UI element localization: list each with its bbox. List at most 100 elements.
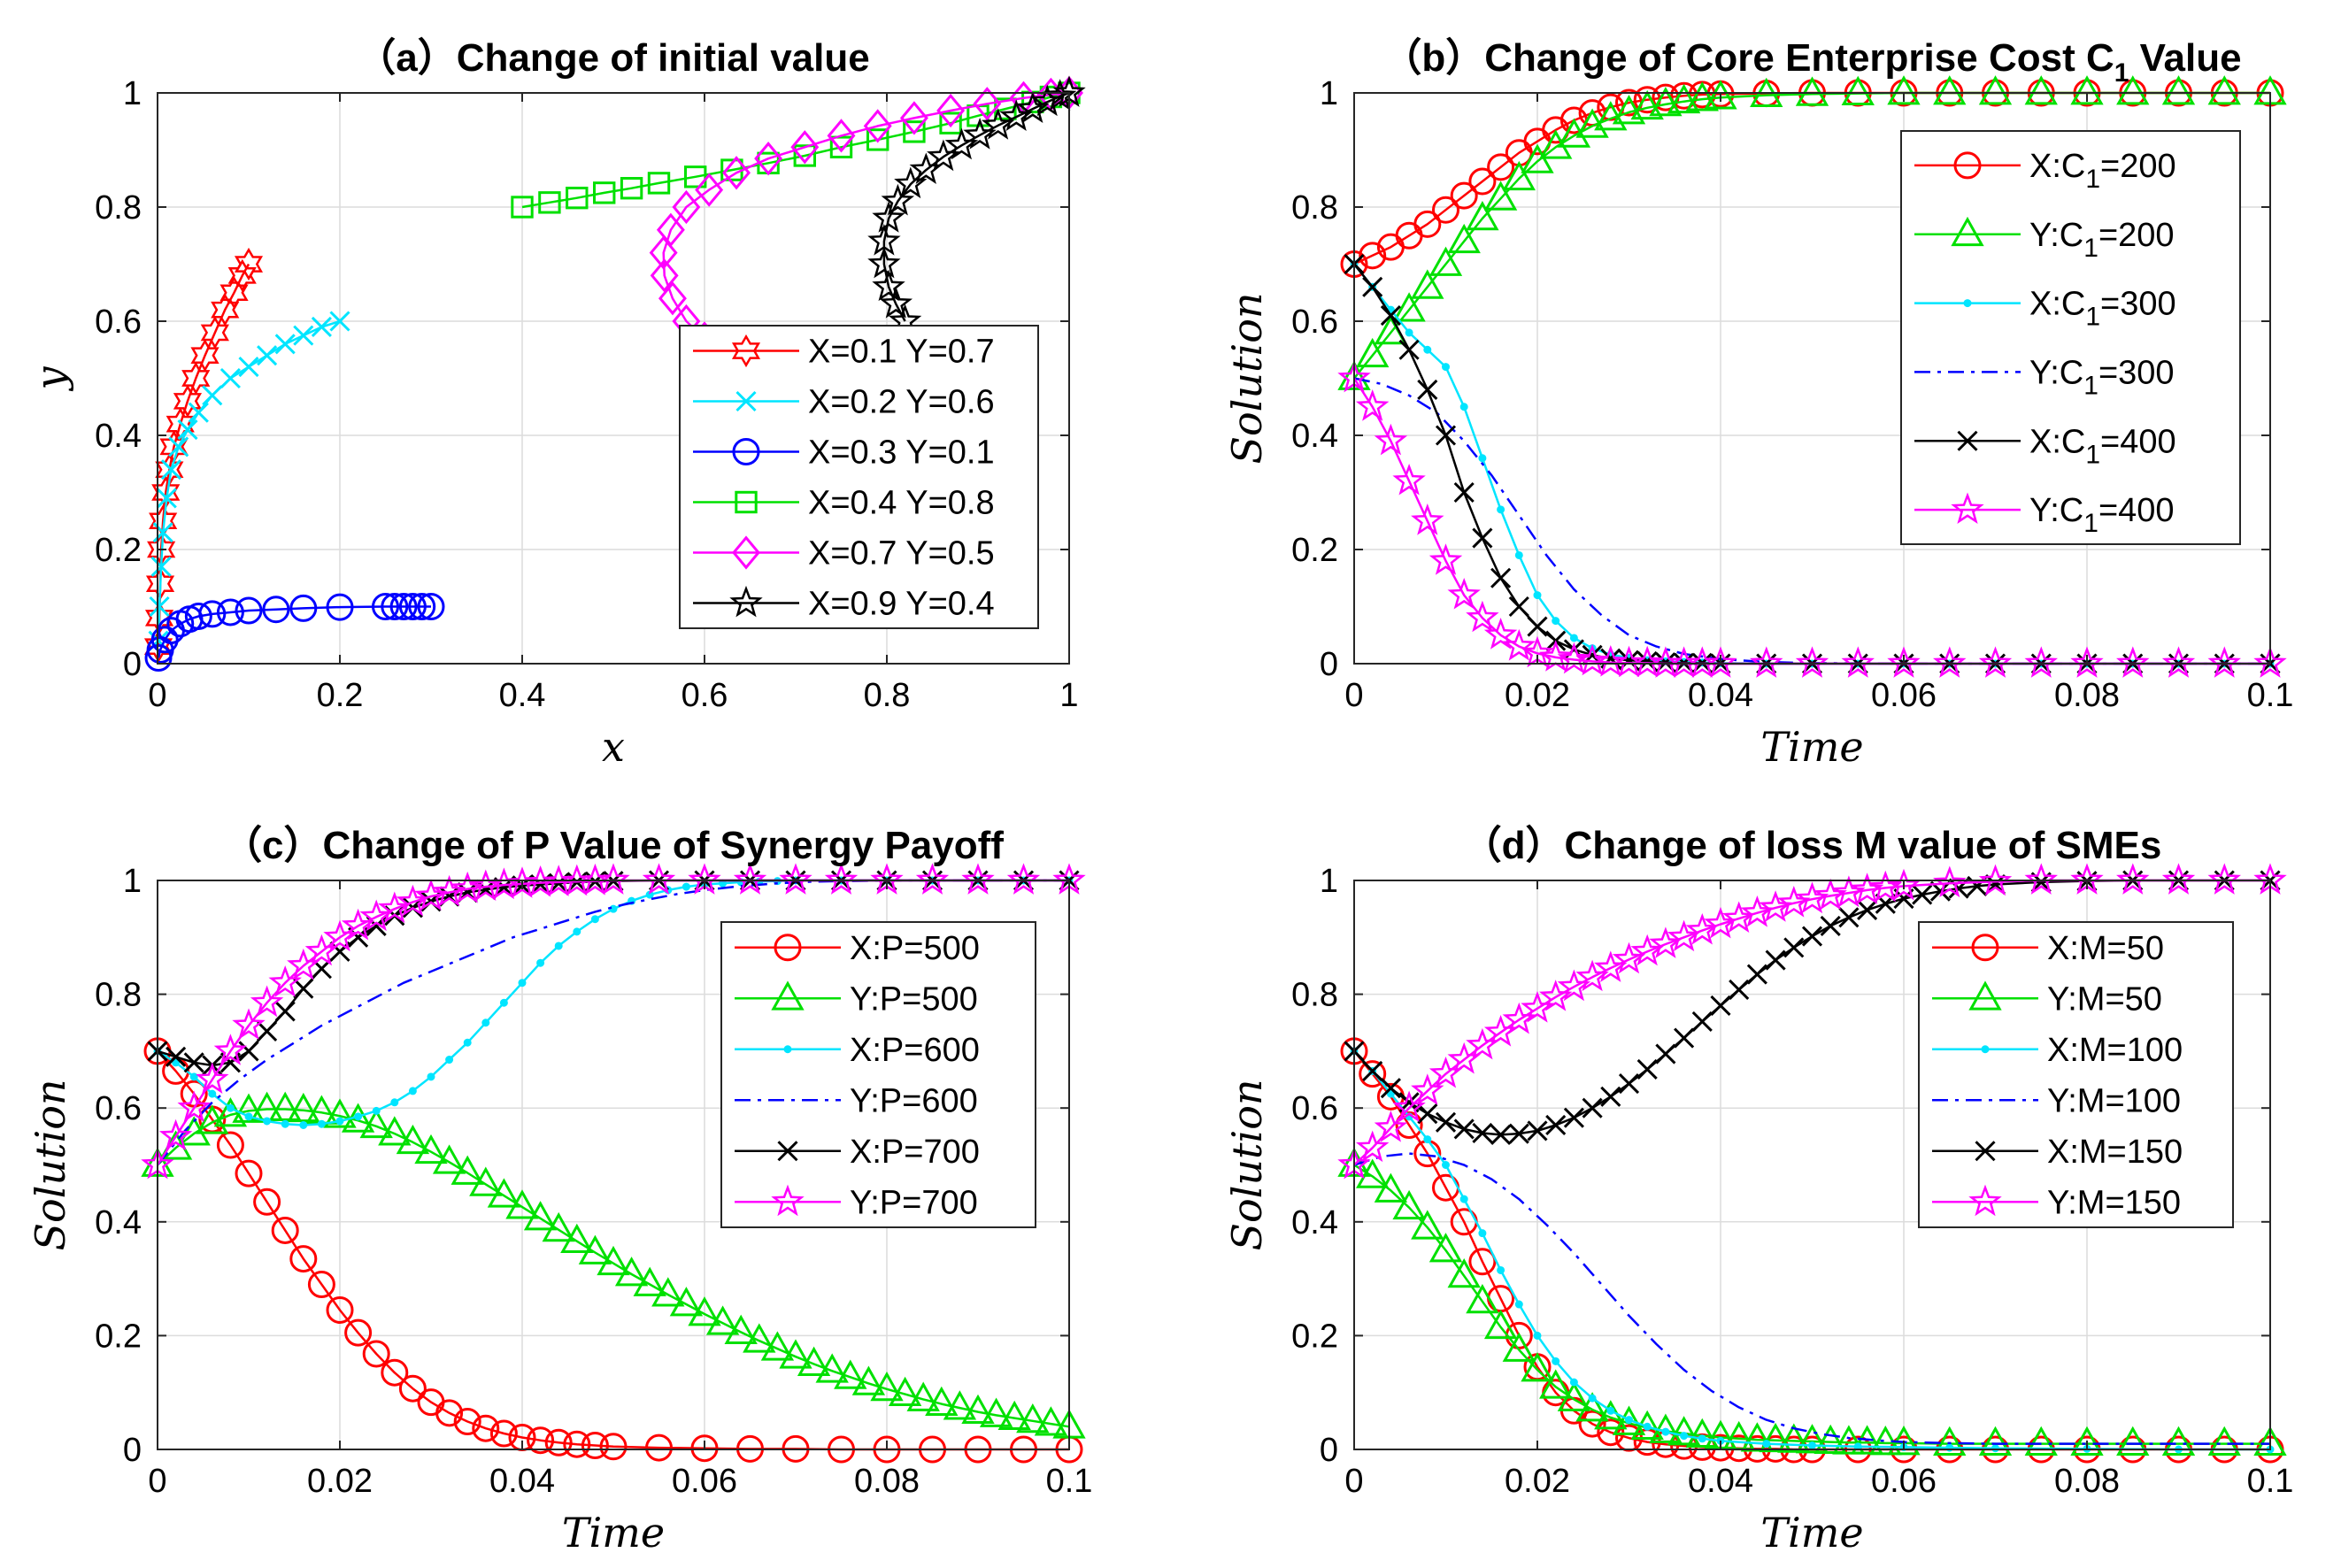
y-tick-label: 1 (1320, 863, 1338, 900)
data-point (505, 866, 539, 898)
legend-marker (1968, 1184, 2002, 1217)
y-tick-label: 0.2 (1291, 532, 1338, 569)
legend-label-main: X=0.4 Y=0.8 (808, 485, 995, 522)
data-point (590, 915, 599, 924)
data-point (372, 593, 399, 620)
data-point (472, 1414, 500, 1442)
legend-marker (1968, 980, 2002, 1011)
data-point (453, 1407, 481, 1435)
y-tick-label: 0.6 (1291, 1090, 1338, 1127)
data-point (2253, 1426, 2287, 1456)
chart-title-main: （b）Change of Core Enterprise Cost C (1382, 36, 2114, 80)
data-point (1428, 1233, 1463, 1263)
data-point (1413, 210, 1442, 238)
data-point (645, 1433, 673, 1462)
data-point (1355, 389, 1390, 421)
data-point (527, 1426, 555, 1455)
data-point (216, 598, 244, 626)
legend-marker (1951, 492, 1984, 525)
data-point (372, 1106, 381, 1115)
data-point (1527, 616, 1548, 637)
x-tick-label: 0 (148, 677, 166, 714)
data-point (1356, 1130, 1390, 1163)
legend-label-main: Y:C (2029, 217, 2083, 254)
data-point (872, 269, 905, 302)
data-point (208, 1089, 217, 1098)
y-tick-label: 0.2 (95, 1318, 142, 1355)
data-point (262, 596, 290, 624)
data-point (2161, 863, 2196, 895)
legend-marker (1971, 934, 1999, 962)
data-point (1459, 1195, 1468, 1203)
legend-label-main: X:P=500 (850, 930, 980, 967)
data-point (1417, 379, 1438, 400)
data-point (281, 1119, 289, 1128)
y-tick-label: 0.8 (95, 189, 142, 227)
data-point (1978, 1426, 2013, 1456)
data-point (1016, 91, 1050, 124)
y-tick-label: 0.2 (1291, 1318, 1338, 1355)
data-point (1417, 1103, 1438, 1125)
legend-label-main: Y:C (2029, 354, 2083, 391)
data-point (1667, 1416, 1701, 1446)
data-point (879, 286, 913, 319)
data-point (620, 177, 643, 200)
data-point (1575, 959, 1609, 992)
data-point (1374, 1111, 1408, 1142)
data-point (881, 183, 915, 216)
data-point (1777, 1423, 1811, 1453)
legend-label: Y:P=500 (850, 980, 978, 1018)
data-point (1674, 1027, 1695, 1049)
data-point (1912, 884, 1933, 905)
data-point (1472, 527, 1493, 549)
data-point (1411, 1210, 1444, 1240)
data-point (1374, 423, 1408, 456)
legend-label: X=0.1 Y=0.7 (808, 334, 995, 371)
legend-marker (735, 390, 757, 412)
legend-label-main: X:C (2029, 423, 2085, 460)
data-point (235, 1159, 263, 1188)
data-point (961, 863, 995, 895)
chart-a: 0 0.2 0.4 0.6 0.8 1 0 0.2 0.4 0.6 0.8 1 （a）Change of… (27, 36, 1086, 771)
data-point (2161, 75, 2196, 105)
chart-title: （b）Change of Core Enterprise Cost C1 Val… (1382, 36, 2241, 88)
data-point (232, 1008, 266, 1040)
data-point (1362, 1060, 1383, 1081)
legend-marker (1975, 1141, 1996, 1162)
data-point (257, 345, 278, 366)
data-point (1483, 1309, 1518, 1340)
data-point (2024, 863, 2058, 895)
legend-box (679, 325, 1039, 629)
data-point (1814, 878, 1847, 911)
data-point (2116, 1426, 2150, 1456)
data-point (381, 1358, 409, 1387)
legend-label-main: X:P=600 (850, 1032, 980, 1069)
legend-label: X:M=50 (2047, 930, 2164, 967)
chart-title: （d）Change of loss M value of SMEs (1463, 824, 2162, 867)
data-point (1386, 1089, 1395, 1098)
legend-marker (777, 1141, 798, 1162)
data-point (554, 942, 563, 950)
data-point (1016, 1403, 1050, 1433)
legend-box (720, 921, 1036, 1228)
x-axis-label: x (602, 723, 625, 771)
data-point (1030, 84, 1064, 117)
axes-box (157, 92, 1070, 665)
legend-marker (732, 535, 760, 570)
data-point (1857, 899, 1878, 921)
data-point (872, 201, 905, 233)
data-point (158, 1118, 193, 1151)
data-point (227, 258, 257, 292)
legend-marker (774, 934, 802, 962)
data-point (1356, 1158, 1390, 1188)
legend-d: X:M=50 Y:M=50 X:M=100 Y:M=100 X:M=150 Y:M=150 (1918, 921, 2234, 1228)
data-point (578, 1234, 612, 1264)
data-point (1502, 628, 1536, 661)
data-point (398, 593, 427, 620)
y-tick-label: 0.8 (1291, 977, 1338, 1014)
data-point (469, 869, 503, 902)
legend-label-main: X:P=700 (850, 1134, 980, 1171)
data-point (1887, 646, 1921, 678)
series-line (882, 91, 1070, 322)
data-point (633, 1266, 666, 1296)
